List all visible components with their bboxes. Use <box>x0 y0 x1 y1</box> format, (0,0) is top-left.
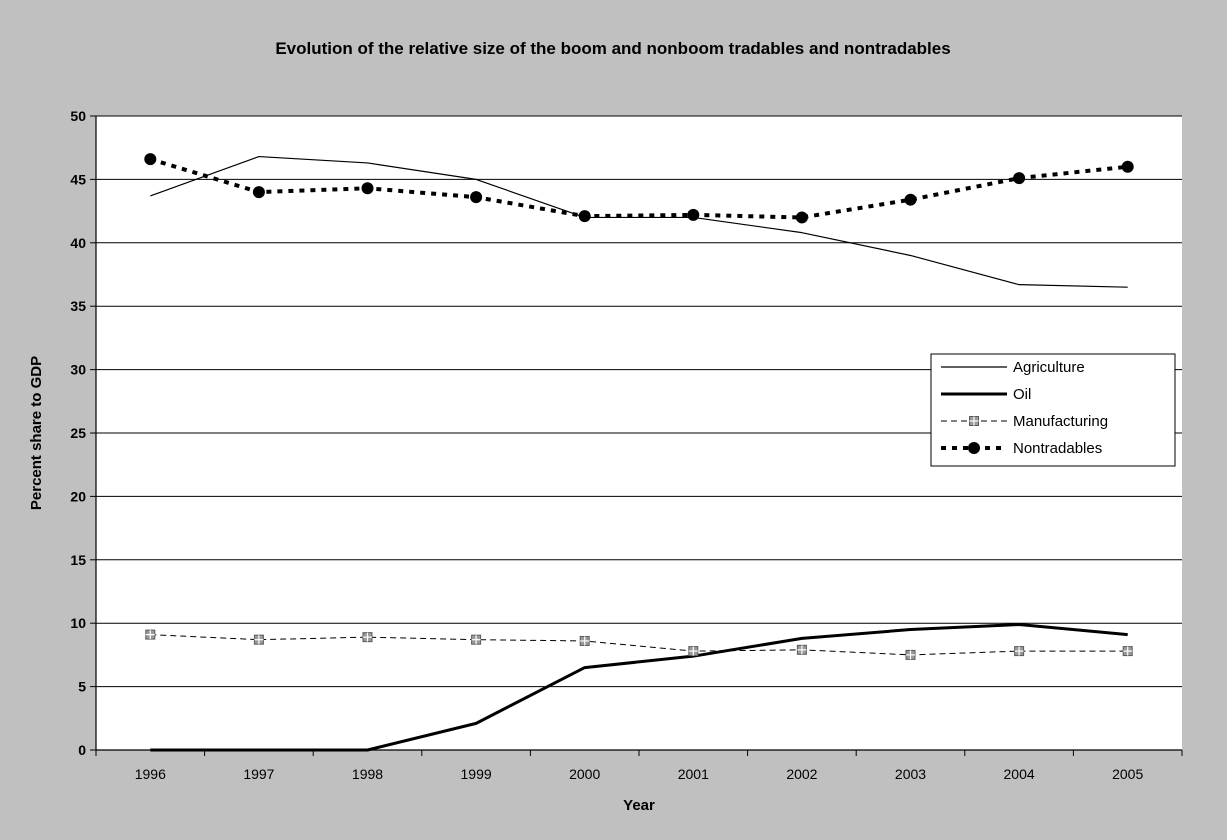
y-tick-label: 0 <box>78 742 86 758</box>
series-line-manufacturing <box>150 634 1128 656</box>
data-point-manufacturing <box>579 635 590 646</box>
data-point-nontradables <box>144 153 157 166</box>
data-point-nontradables <box>578 210 591 223</box>
y-axis-ticks: 0 5 10 15 20 25 30 35 40 45 50 <box>70 108 96 758</box>
data-point-manufacturing <box>688 646 699 657</box>
data-point-manufacturing <box>362 632 373 643</box>
series-line-nontradables <box>149 157 1128 220</box>
data-point-nontradables <box>904 193 917 206</box>
x-tick-label: 2000 <box>569 766 600 782</box>
legend-label-oil: Oil <box>1013 386 1031 403</box>
y-axis-label: Percent share to GDP <box>28 356 45 510</box>
x-tick-label: 1999 <box>461 766 492 782</box>
data-point-manufacturing <box>1014 646 1025 657</box>
data-point-manufacturing <box>253 634 264 645</box>
x-axis-label: Year <box>623 797 655 814</box>
y-tick-label: 30 <box>70 362 86 378</box>
x-tick-label: 2005 <box>1112 766 1143 782</box>
x-tick-label: 1998 <box>352 766 383 782</box>
y-tick-label: 20 <box>70 488 86 504</box>
data-point-nontradables <box>252 186 265 199</box>
y-tick-label: 35 <box>70 298 86 314</box>
x-tick-label: 1996 <box>135 766 166 782</box>
data-point-nontradables <box>687 208 700 221</box>
legend-label-manufacturing: Manufacturing <box>1013 413 1108 430</box>
chart-title: Evolution of the relative size of the bo… <box>275 39 950 58</box>
data-point-manufacturing <box>905 649 916 660</box>
x-tick-label: 2003 <box>895 766 926 782</box>
y-tick-label: 45 <box>70 171 86 187</box>
data-point-manufacturing <box>471 634 482 645</box>
data-point-manufacturing <box>145 629 156 640</box>
x-axis-ticks: 1996 1997 1998 1999 2000 2001 2002 2003 2004 2005 <box>95 750 1183 782</box>
legend-label-agriculture: Agriculture <box>1013 359 1085 376</box>
data-point-manufacturing <box>1122 646 1133 657</box>
data-point-nontradables <box>470 191 483 204</box>
y-tick-label: 40 <box>70 235 86 251</box>
data-point-nontradables <box>1013 172 1026 185</box>
data-point-nontradables <box>795 211 808 224</box>
legend-marker-manufacturing <box>969 416 979 426</box>
legend-marker-nontradables <box>968 442 980 454</box>
legend-label-nontradables: Nontradables <box>1013 440 1102 457</box>
y-tick-label: 50 <box>70 108 86 124</box>
gridlines <box>96 115 1182 688</box>
y-tick-label: 5 <box>78 679 86 695</box>
y-tick-label: 15 <box>70 552 86 568</box>
x-tick-label: 1997 <box>243 766 274 782</box>
data-point-nontradables <box>1121 160 1134 173</box>
x-tick-label: 2001 <box>678 766 709 782</box>
x-tick-label: 2004 <box>1004 766 1035 782</box>
y-tick-label: 25 <box>70 425 86 441</box>
legend: Agriculture Oil Manufacturing Nontradables <box>930 353 1176 467</box>
data-point-manufacturing <box>796 644 807 655</box>
data-point-nontradables <box>361 182 374 195</box>
y-tick-label: 10 <box>70 615 86 631</box>
x-tick-label: 2002 <box>786 766 817 782</box>
